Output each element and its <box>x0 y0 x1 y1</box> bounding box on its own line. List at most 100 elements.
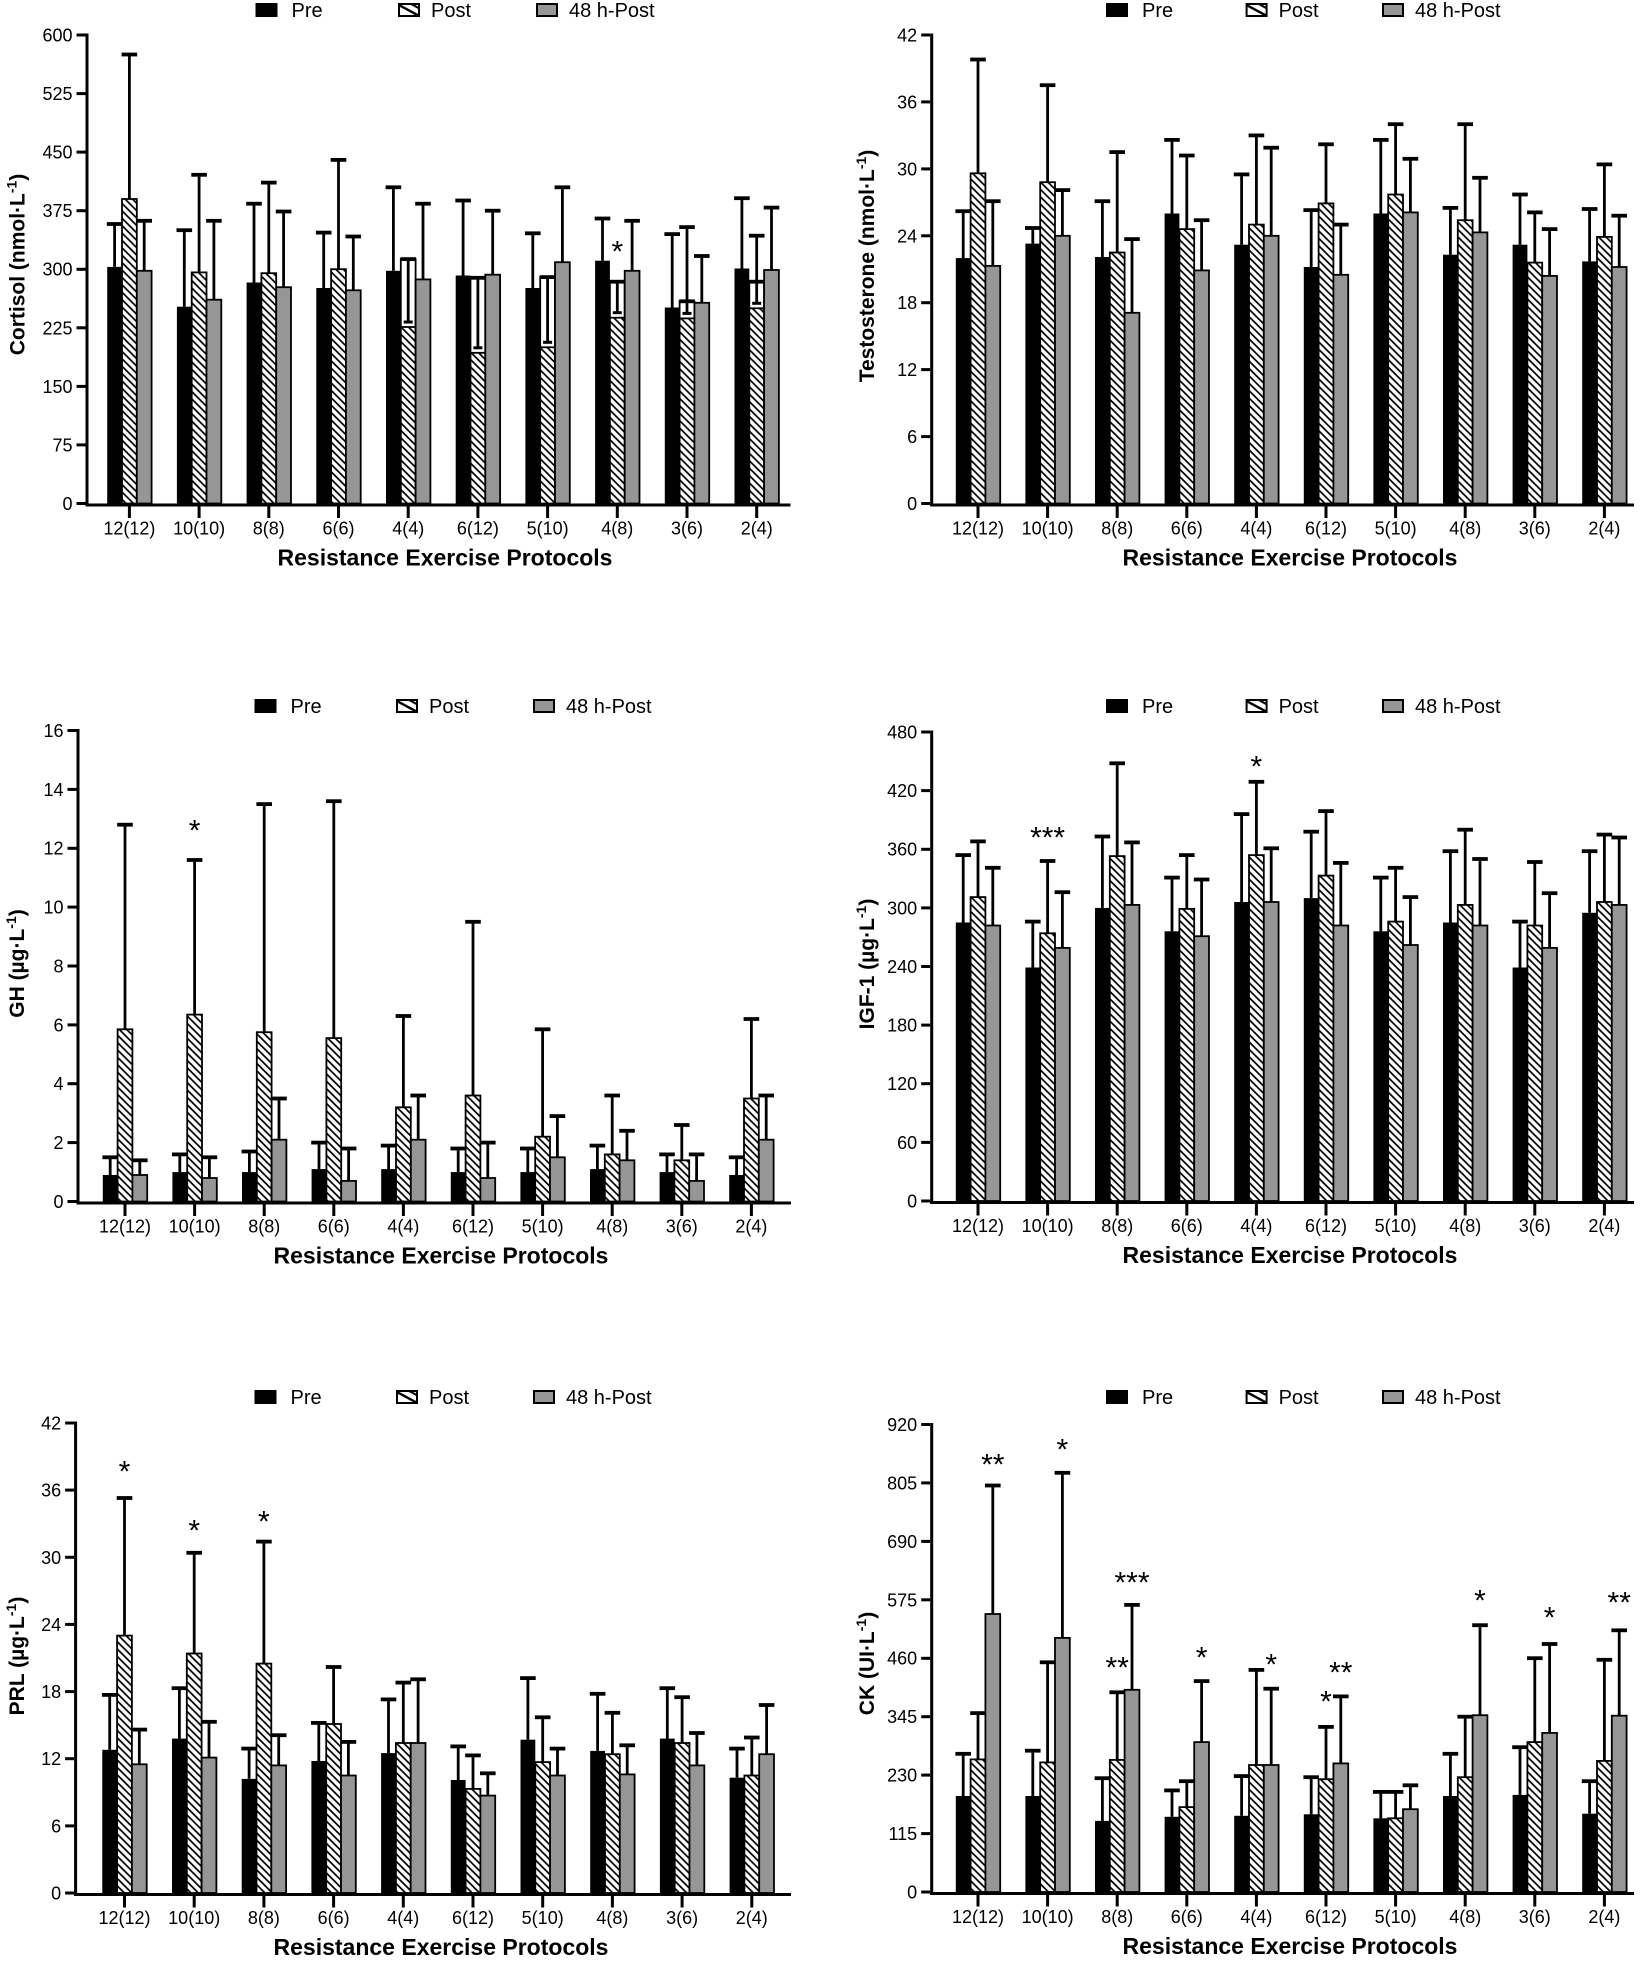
svg-text:180: 180 <box>887 1016 917 1036</box>
svg-text:6: 6 <box>53 1015 63 1035</box>
svg-text:12(12): 12(12) <box>952 519 1004 539</box>
svg-text:0: 0 <box>907 1883 917 1903</box>
svg-text:*: * <box>611 235 623 268</box>
svg-text:Post: Post <box>1279 0 1319 22</box>
svg-text:Testosterone (nmol·L-1): Testosterone (nmol·L-1) <box>853 150 879 383</box>
svg-text:Cortisol (nmol·L-1): Cortisol (nmol·L-1) <box>4 174 30 356</box>
svg-text:14: 14 <box>43 780 63 800</box>
svg-text:48 h-Post: 48 h-Post <box>1415 0 1501 22</box>
svg-text:16: 16 <box>43 721 63 741</box>
svg-text:12(12): 12(12) <box>952 1216 1004 1236</box>
svg-text:24: 24 <box>897 226 917 246</box>
svg-text:6(6): 6(6) <box>322 519 354 539</box>
svg-text:4(8): 4(8) <box>1449 1907 1481 1927</box>
svg-text:2(4): 2(4) <box>736 1908 768 1928</box>
svg-text:6: 6 <box>907 427 917 447</box>
svg-text:*: * <box>1265 1648 1277 1681</box>
svg-text:12: 12 <box>897 360 917 380</box>
svg-text:IGF-1 (µg·L-1): IGF-1 (µg·L-1) <box>853 899 879 1030</box>
svg-text:3(6): 3(6) <box>666 1908 698 1928</box>
svg-text:*: * <box>189 814 201 847</box>
svg-text:PRL (µg·L-1): PRL (µg·L-1) <box>3 1597 29 1716</box>
svg-text:Resistance Exercise Protocols: Resistance Exercise Protocols <box>1123 545 1458 571</box>
svg-text:48 h-Post: 48 h-Post <box>566 696 652 718</box>
svg-text:690: 690 <box>887 1532 917 1552</box>
svg-text:0: 0 <box>51 1884 61 1904</box>
svg-text:10: 10 <box>43 898 63 918</box>
svg-text:4(4): 4(4) <box>387 1217 419 1237</box>
svg-text:115: 115 <box>888 1824 917 1844</box>
svg-text:48 h-Post: 48 h-Post <box>1415 696 1501 718</box>
svg-text:8: 8 <box>53 957 63 977</box>
svg-text:10(10): 10(10) <box>1022 1907 1074 1927</box>
svg-text:4(4): 4(4) <box>1240 1216 1272 1236</box>
svg-text:6(12): 6(12) <box>457 519 499 539</box>
svg-text:4(8): 4(8) <box>596 1217 628 1237</box>
svg-text:6(12): 6(12) <box>1305 519 1347 539</box>
svg-text:**: ** <box>1608 1586 1632 1619</box>
svg-text:0: 0 <box>53 1192 63 1212</box>
svg-text:12: 12 <box>43 839 63 859</box>
svg-text:345: 345 <box>887 1707 917 1727</box>
svg-text:8(8): 8(8) <box>253 519 285 539</box>
svg-text:Post: Post <box>431 0 471 22</box>
svg-text:12(12): 12(12) <box>952 1907 1004 1927</box>
svg-text:3(6): 3(6) <box>1519 1907 1551 1927</box>
svg-text:5(10): 5(10) <box>1375 1216 1417 1236</box>
svg-text:375: 375 <box>42 201 72 221</box>
svg-text:Resistance Exercise Protocols: Resistance Exercise Protocols <box>274 1243 609 1269</box>
svg-text:0: 0 <box>907 494 917 514</box>
svg-text:*: * <box>1320 1685 1332 1718</box>
svg-text:4(8): 4(8) <box>1449 519 1481 539</box>
svg-text:36: 36 <box>41 1481 61 1501</box>
svg-text:4(4): 4(4) <box>392 519 424 539</box>
svg-text:225: 225 <box>42 318 72 338</box>
svg-text:48 h-Post: 48 h-Post <box>1415 1387 1501 1409</box>
svg-text:460: 460 <box>887 1649 917 1669</box>
svg-text:8(8): 8(8) <box>1101 519 1133 539</box>
svg-text:2(4): 2(4) <box>735 1217 767 1237</box>
svg-text:18: 18 <box>41 1682 61 1702</box>
svg-text:150: 150 <box>42 377 72 397</box>
svg-text:6(6): 6(6) <box>318 1217 350 1237</box>
svg-text:5(10): 5(10) <box>1375 519 1417 539</box>
svg-text:Pre: Pre <box>1142 1387 1173 1409</box>
svg-text:*: * <box>1196 1641 1208 1674</box>
svg-text:75: 75 <box>52 435 72 455</box>
svg-text:805: 805 <box>887 1473 917 1493</box>
svg-text:6(6): 6(6) <box>1171 1907 1203 1927</box>
svg-text:5(10): 5(10) <box>527 519 569 539</box>
svg-text:6(6): 6(6) <box>1171 519 1203 539</box>
svg-text:Pre: Pre <box>1142 696 1173 718</box>
svg-text:48 h-Post: 48 h-Post <box>566 1387 652 1409</box>
svg-text:30: 30 <box>41 1548 61 1568</box>
svg-text:CK (UI·L-1): CK (UI·L-1) <box>853 1612 879 1715</box>
svg-text:*: * <box>258 1505 270 1538</box>
svg-text:6(12): 6(12) <box>452 1908 494 1928</box>
svg-text:240: 240 <box>887 957 917 977</box>
svg-text:*: * <box>188 1514 200 1547</box>
svg-text:Post: Post <box>1279 1387 1319 1409</box>
svg-text:525: 525 <box>42 84 72 104</box>
svg-text:12(12): 12(12) <box>99 1217 151 1237</box>
svg-text:Pre: Pre <box>291 696 322 718</box>
svg-text:2(4): 2(4) <box>1588 519 1620 539</box>
svg-text:360: 360 <box>887 840 917 860</box>
svg-text:4(4): 4(4) <box>387 1908 419 1928</box>
svg-text:4(4): 4(4) <box>1240 1907 1272 1927</box>
svg-text:**: ** <box>1106 1651 1130 1684</box>
svg-text:5(10): 5(10) <box>1375 1907 1417 1927</box>
svg-text:Pre: Pre <box>1142 0 1173 22</box>
svg-text:4: 4 <box>53 1074 63 1094</box>
svg-text:*: * <box>1057 1433 1069 1466</box>
svg-text:Resistance Exercise Protocols: Resistance Exercise Protocols <box>278 545 613 571</box>
svg-text:3(6): 3(6) <box>1519 1216 1551 1236</box>
svg-text:10(10): 10(10) <box>1022 1216 1074 1236</box>
svg-text:24: 24 <box>41 1615 61 1635</box>
svg-text:3(6): 3(6) <box>666 1217 698 1237</box>
svg-text:6(12): 6(12) <box>1305 1907 1347 1927</box>
svg-text:575: 575 <box>887 1590 917 1610</box>
svg-text:3(6): 3(6) <box>1519 519 1551 539</box>
svg-text:**: ** <box>981 1448 1005 1481</box>
svg-text:***: *** <box>1030 821 1065 854</box>
